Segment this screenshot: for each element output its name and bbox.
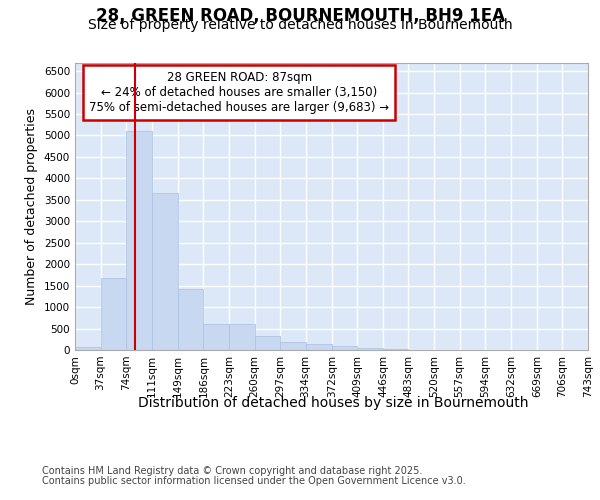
Bar [101, 278, 126, 350]
Text: Contains HM Land Registry data © Crown copyright and database right 2025.: Contains HM Land Registry data © Crown c… [42, 466, 422, 476]
Text: 28, GREEN ROAD, BOURNEMOUTH, BH9 1EA: 28, GREEN ROAD, BOURNEMOUTH, BH9 1EA [95, 8, 505, 26]
Bar [152, 194, 178, 350]
Bar [383, 349, 409, 350]
Text: Contains public sector information licensed under the Open Government Licence v3: Contains public sector information licen… [42, 476, 466, 486]
Text: Distribution of detached houses by size in Bournemouth: Distribution of detached houses by size … [138, 396, 528, 409]
Bar [203, 324, 229, 350]
Text: Size of property relative to detached houses in Bournemouth: Size of property relative to detached ho… [88, 18, 512, 32]
Bar [254, 336, 280, 350]
Bar [178, 288, 203, 350]
Bar [229, 324, 254, 350]
Y-axis label: Number of detached properties: Number of detached properties [25, 108, 38, 304]
Text: 28 GREEN ROAD: 87sqm
← 24% of detached houses are smaller (3,150)
75% of semi-de: 28 GREEN ROAD: 87sqm ← 24% of detached h… [89, 71, 389, 114]
Bar [332, 346, 358, 350]
Bar [126, 131, 152, 350]
Bar [75, 348, 101, 350]
Bar [305, 344, 332, 350]
Bar [280, 342, 305, 350]
Bar [358, 348, 383, 350]
